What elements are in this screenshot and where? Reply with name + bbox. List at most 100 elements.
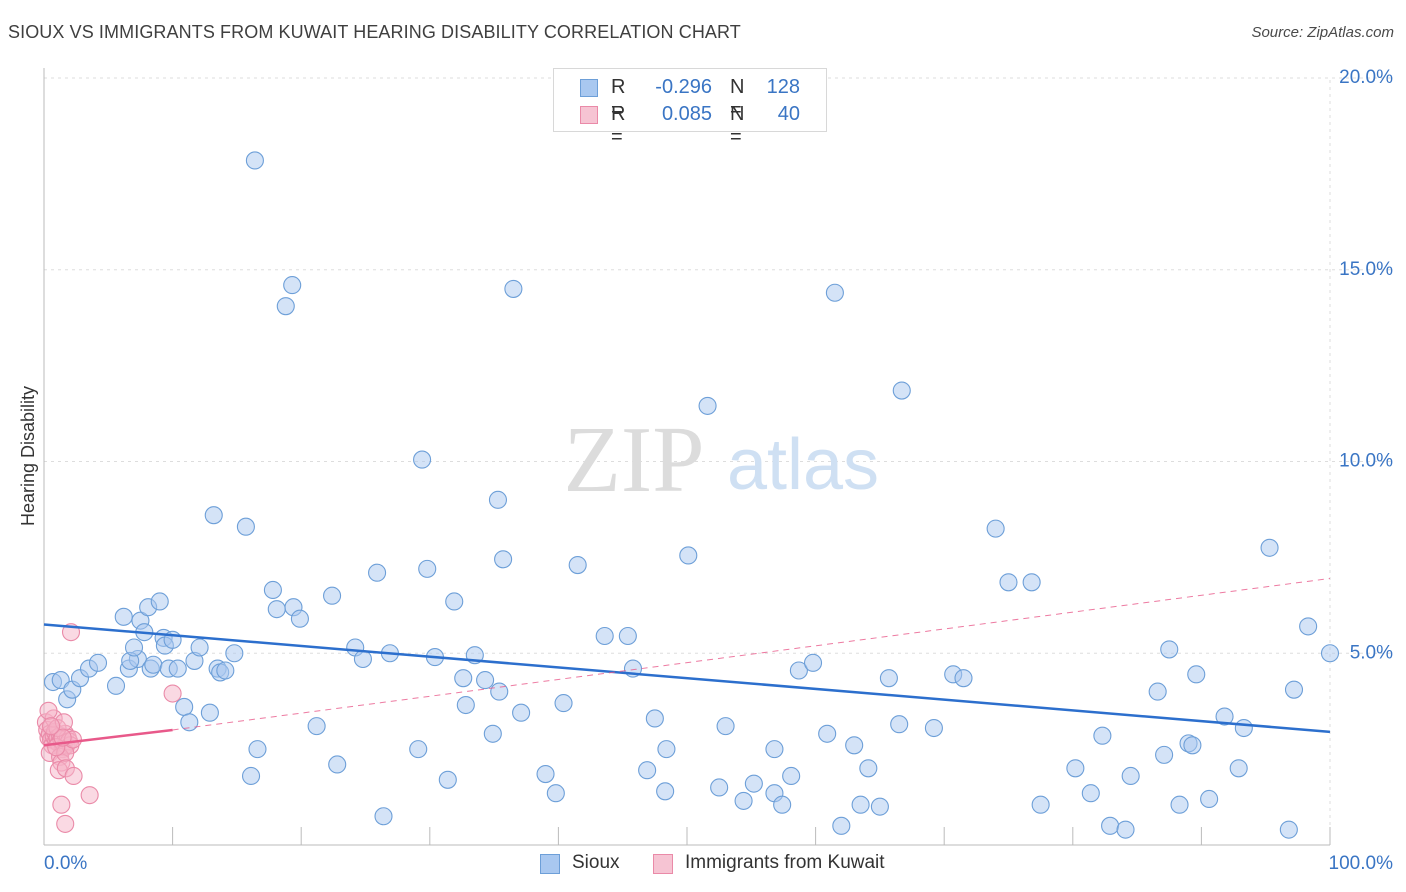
sioux-point bbox=[789, 661, 808, 680]
sioux-point bbox=[144, 655, 163, 674]
sioux-point bbox=[241, 766, 261, 786]
sioux-swatch bbox=[580, 79, 598, 97]
sioux-point bbox=[1022, 573, 1041, 592]
sioux-point bbox=[1299, 617, 1318, 636]
sioux-point bbox=[1284, 680, 1304, 699]
sioux-trend-line bbox=[43, 623, 1331, 734]
sioux-point bbox=[236, 517, 255, 536]
sioux-point bbox=[124, 638, 144, 657]
r-label: R = bbox=[611, 76, 626, 121]
sioux-point bbox=[851, 795, 870, 814]
sioux-point bbox=[175, 697, 194, 716]
sioux-point bbox=[1101, 816, 1120, 835]
sioux-point bbox=[438, 770, 457, 789]
sioux-point bbox=[657, 740, 676, 759]
sioux-point bbox=[618, 626, 637, 646]
sioux-point bbox=[245, 151, 264, 170]
sioux-point bbox=[1215, 707, 1234, 726]
sioux-point bbox=[1170, 795, 1189, 814]
sioux-point bbox=[1320, 644, 1340, 663]
sioux-point bbox=[645, 709, 664, 728]
sioux-point bbox=[890, 715, 909, 734]
sioux-point bbox=[504, 279, 523, 298]
n-label: N = bbox=[730, 103, 745, 148]
sioux-point bbox=[1031, 795, 1050, 814]
axis-layer bbox=[43, 68, 1331, 846]
sioux-point bbox=[546, 784, 565, 803]
sioux-point bbox=[656, 782, 675, 801]
sioux-point bbox=[986, 519, 1005, 538]
sioux-point bbox=[180, 713, 199, 732]
y-tick-label: 15.0% bbox=[1339, 259, 1393, 280]
sioux-point bbox=[490, 682, 509, 701]
sioux-point bbox=[51, 671, 70, 690]
sioux-point bbox=[716, 717, 735, 736]
sioux-point bbox=[638, 761, 657, 780]
sioux-point bbox=[413, 450, 432, 469]
sioux-point bbox=[445, 592, 464, 611]
sioux-point bbox=[494, 550, 513, 569]
sioux-point bbox=[536, 765, 555, 784]
kuwait-swatch bbox=[653, 854, 673, 874]
sioux-point bbox=[595, 626, 614, 646]
sioux-point bbox=[679, 546, 698, 565]
sioux-point bbox=[698, 396, 717, 415]
sioux-point bbox=[204, 506, 223, 525]
sioux-point bbox=[954, 669, 973, 688]
sioux-point bbox=[568, 555, 587, 575]
sioux-point bbox=[773, 795, 792, 814]
kuwait-point bbox=[52, 795, 71, 814]
trend-layer bbox=[43, 577, 1331, 747]
sioux-point bbox=[859, 759, 878, 778]
sioux-point bbox=[832, 816, 851, 835]
kuwait-point bbox=[39, 701, 58, 720]
sioux-point bbox=[225, 644, 244, 663]
sioux-point bbox=[818, 724, 837, 743]
sioux-point bbox=[307, 717, 326, 736]
sioux-point bbox=[263, 580, 282, 600]
y-tick-label: 10.0% bbox=[1339, 451, 1393, 472]
sioux-point bbox=[190, 638, 209, 657]
sioux-point bbox=[248, 740, 267, 759]
sioux-point bbox=[418, 559, 437, 578]
sioux-point bbox=[353, 649, 372, 669]
r-value: -0.296 bbox=[655, 76, 712, 98]
sioux-point bbox=[1183, 736, 1202, 755]
sioux-point bbox=[114, 607, 133, 626]
kuwait-point bbox=[42, 717, 61, 736]
sioux-point bbox=[283, 276, 302, 295]
y-axis-label: Hearing Disability bbox=[18, 386, 38, 526]
kuwait-point bbox=[163, 684, 182, 703]
sioux-point bbox=[328, 755, 347, 774]
sioux-point bbox=[323, 586, 342, 605]
sioux-point bbox=[1121, 766, 1140, 786]
watermark: ZIP atlas bbox=[564, 408, 880, 512]
kuwait-points bbox=[36, 623, 182, 833]
x-tick-label: 0.0% bbox=[44, 853, 87, 874]
sioux-point bbox=[1234, 718, 1253, 738]
sioux-point bbox=[1200, 789, 1219, 809]
sioux-point bbox=[290, 609, 309, 628]
sioux-point bbox=[554, 694, 573, 713]
sioux-point bbox=[1116, 820, 1135, 839]
y-tick-label: 5.0% bbox=[1350, 642, 1393, 663]
sioux-point bbox=[454, 669, 473, 688]
sioux-point bbox=[765, 740, 784, 759]
sioux-point bbox=[782, 766, 801, 786]
sioux-point bbox=[1260, 538, 1279, 557]
sioux-point bbox=[150, 592, 169, 611]
sioux-point bbox=[1093, 726, 1112, 745]
sioux-point bbox=[999, 573, 1018, 592]
kuwait-trend-line bbox=[43, 728, 173, 747]
sioux-point bbox=[276, 297, 295, 316]
sioux-point bbox=[1066, 759, 1085, 778]
kuwait-point bbox=[64, 766, 83, 786]
sioux-point bbox=[1148, 682, 1167, 701]
chart-title: SIOUX VS IMMIGRANTS FROM KUWAIT HEARING … bbox=[8, 22, 741, 42]
sioux-point bbox=[845, 736, 864, 755]
y-tick-label: 20.0% bbox=[1339, 67, 1393, 88]
r-label: R = bbox=[611, 103, 626, 148]
sioux-point bbox=[924, 718, 943, 738]
n-value: 128 bbox=[766, 76, 800, 98]
sioux-point bbox=[803, 653, 823, 672]
